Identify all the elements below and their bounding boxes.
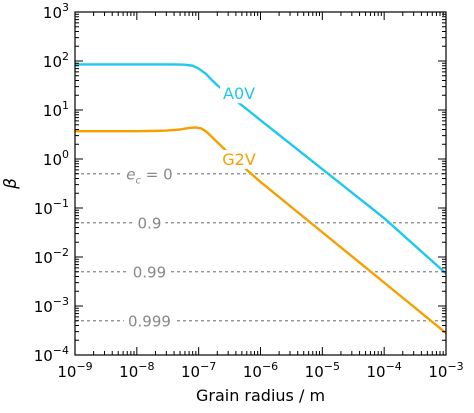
y-tick-label: 10−3: [34, 295, 69, 316]
y-tick-label: 10−4: [34, 344, 69, 365]
reference-label-0: ec = 0: [126, 165, 172, 186]
plot-area: ec = 0 0.9 0.99 0.999 A0V G2V: [75, 63, 447, 335]
x-tick-label: 10−7: [181, 360, 216, 381]
reference-label-background: [123, 312, 175, 331]
y-tick-label: 101: [43, 99, 69, 120]
x-axis: 10−9 10−8 10−7 10−6 10−5 10−4 10−3: [57, 12, 464, 381]
x-tick-label: 10−8: [119, 360, 154, 381]
y-tick-label: 100: [43, 148, 69, 169]
y-tick-label: 10−1: [34, 197, 69, 218]
y-tick-label: 103: [43, 1, 69, 22]
reference-label-1: 0.9: [138, 214, 162, 232]
series-line-a0v: [75, 63, 447, 275]
reference-label-background: [133, 214, 166, 233]
series-label-background: [220, 84, 259, 104]
y-axis: 10−4 10−3 10−2 10−1 100 101 102 103: [34, 1, 446, 365]
reference-label-3: 0.999: [128, 312, 171, 330]
x-tick-label: 10−4: [367, 360, 402, 381]
y-tick-label: 10−2: [34, 246, 69, 267]
reference-label-2: 0.99: [133, 263, 166, 281]
reference-label-background: [122, 165, 177, 187]
x-tick-label: 10−6: [243, 360, 278, 381]
x-tick-label: 10−3: [428, 360, 463, 381]
x-axis-label: Grain radius / m: [196, 386, 325, 405]
series-line-g2v: [75, 126, 447, 335]
y-tick-label: 102: [43, 50, 69, 71]
x-tick-label: 10−5: [305, 360, 340, 381]
x-tick-label: 10−9: [57, 360, 92, 381]
series-label-background: [219, 150, 259, 169]
y-axis-label: β: [1, 178, 21, 190]
series-label-g2v: G2V: [222, 150, 256, 169]
series-label-a0v: A0V: [223, 84, 255, 103]
reference-label-background: [128, 263, 171, 282]
